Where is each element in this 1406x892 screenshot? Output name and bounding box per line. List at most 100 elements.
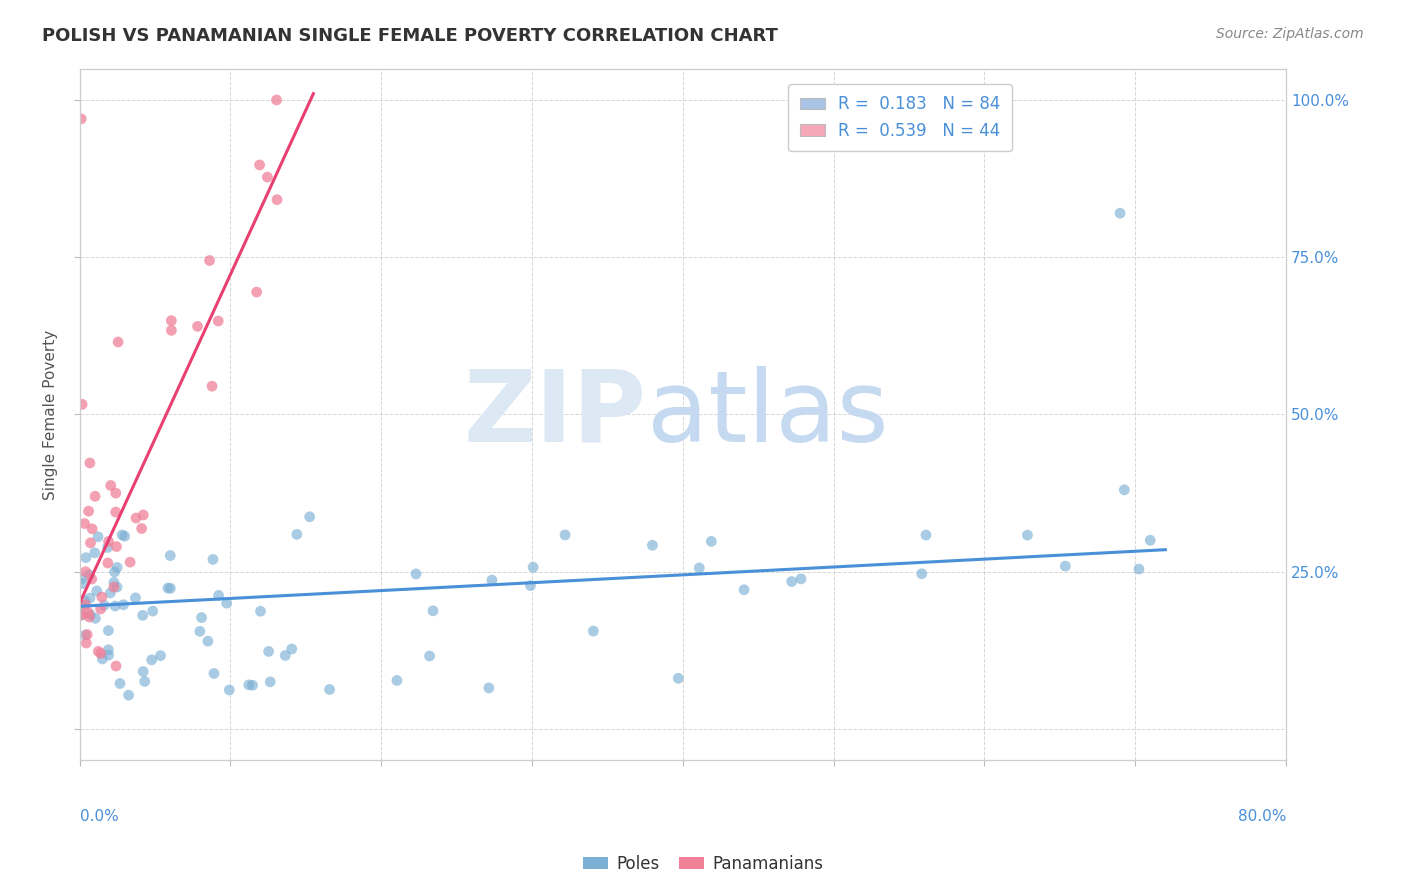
Point bbox=[77, 567, 100, 582]
Point bbox=[249, 158, 271, 172]
Point bbox=[478, 681, 501, 695]
Point bbox=[197, 634, 219, 648]
Point bbox=[202, 666, 225, 681]
Point bbox=[75, 565, 97, 579]
Point bbox=[104, 599, 127, 613]
Point bbox=[124, 591, 146, 605]
Point bbox=[125, 511, 148, 525]
Point bbox=[1139, 533, 1161, 548]
Point bbox=[79, 607, 101, 622]
Point bbox=[159, 582, 181, 596]
Point bbox=[91, 652, 114, 666]
Point bbox=[215, 596, 238, 610]
Point bbox=[83, 546, 105, 560]
Point bbox=[149, 648, 172, 663]
Point bbox=[422, 604, 444, 618]
Point bbox=[108, 676, 131, 690]
Point bbox=[188, 624, 211, 639]
Point bbox=[666, 671, 689, 685]
Text: ZIP: ZIP bbox=[464, 366, 647, 463]
Point bbox=[73, 594, 96, 608]
Point bbox=[87, 530, 110, 544]
Point bbox=[780, 574, 803, 589]
Point bbox=[142, 604, 165, 618]
Point bbox=[1054, 559, 1077, 574]
Point bbox=[790, 572, 813, 586]
Point bbox=[246, 285, 269, 299]
Point bbox=[242, 678, 264, 692]
Point bbox=[554, 528, 576, 542]
Point bbox=[103, 575, 125, 590]
Point bbox=[131, 608, 153, 623]
Point bbox=[93, 599, 115, 613]
Point bbox=[72, 576, 94, 591]
Point bbox=[90, 602, 112, 616]
Point bbox=[75, 636, 97, 650]
Point bbox=[87, 644, 110, 658]
Point bbox=[98, 586, 121, 600]
Text: Source: ZipAtlas.com: Source: ZipAtlas.com bbox=[1216, 27, 1364, 41]
Legend: Poles, Panamanians: Poles, Panamanians bbox=[576, 848, 830, 880]
Point bbox=[1109, 206, 1132, 220]
Point bbox=[97, 648, 120, 662]
Point bbox=[131, 522, 153, 536]
Point bbox=[100, 478, 122, 492]
Point bbox=[97, 541, 120, 555]
Point bbox=[132, 508, 155, 522]
Point bbox=[249, 604, 271, 618]
Point bbox=[79, 536, 101, 550]
Point bbox=[419, 648, 441, 663]
Point bbox=[105, 580, 128, 594]
Point bbox=[187, 319, 209, 334]
Point bbox=[75, 598, 97, 612]
Point bbox=[481, 573, 503, 587]
Point bbox=[1114, 483, 1136, 497]
Point bbox=[84, 611, 107, 625]
Point bbox=[700, 534, 723, 549]
Point bbox=[641, 538, 664, 552]
Point bbox=[104, 486, 127, 500]
Point bbox=[201, 379, 224, 393]
Point bbox=[298, 509, 321, 524]
Point bbox=[266, 93, 288, 107]
Point bbox=[105, 659, 128, 673]
Point bbox=[70, 397, 93, 411]
Point bbox=[385, 673, 408, 688]
Point bbox=[1128, 562, 1150, 576]
Point bbox=[105, 560, 128, 574]
Point bbox=[80, 572, 103, 586]
Point bbox=[274, 648, 297, 663]
Point bbox=[519, 578, 541, 592]
Point bbox=[97, 642, 120, 657]
Point bbox=[238, 678, 260, 692]
Point bbox=[103, 580, 125, 594]
Point bbox=[582, 624, 605, 638]
Point bbox=[70, 572, 93, 586]
Point bbox=[79, 591, 101, 606]
Point bbox=[285, 527, 308, 541]
Point bbox=[86, 583, 108, 598]
Point bbox=[84, 489, 107, 503]
Point bbox=[266, 193, 288, 207]
Point bbox=[79, 456, 101, 470]
Point bbox=[259, 674, 281, 689]
Point bbox=[107, 334, 129, 349]
Text: 0.0%: 0.0% bbox=[80, 809, 118, 824]
Point bbox=[134, 674, 156, 689]
Point bbox=[159, 549, 181, 563]
Point bbox=[733, 582, 755, 597]
Point bbox=[73, 516, 96, 531]
Point bbox=[70, 608, 93, 623]
Point bbox=[688, 561, 710, 575]
Point bbox=[156, 581, 179, 595]
Point bbox=[97, 556, 120, 570]
Point bbox=[97, 624, 120, 638]
Point bbox=[75, 628, 97, 642]
Point bbox=[201, 552, 224, 566]
Point bbox=[112, 598, 135, 612]
Point bbox=[105, 540, 128, 554]
Point bbox=[160, 313, 183, 327]
Point bbox=[911, 566, 934, 581]
Point bbox=[522, 560, 544, 574]
Point bbox=[90, 647, 112, 661]
